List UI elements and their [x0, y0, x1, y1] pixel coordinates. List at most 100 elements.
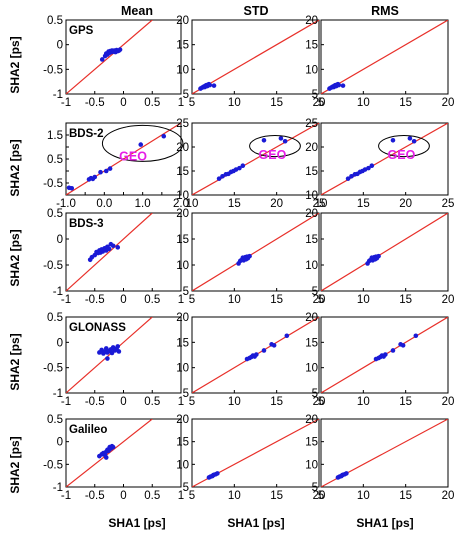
data-point — [278, 136, 284, 141]
x-tick-label: 0.5 — [144, 97, 160, 109]
data-point — [99, 57, 105, 62]
y-tick-label: 5 — [312, 388, 318, 400]
x-tick-label: 5 — [189, 396, 195, 408]
x-tick-label: 0.5 — [144, 294, 160, 306]
x-tick-label: 1.0 — [135, 198, 151, 210]
one-to-one-line — [321, 123, 448, 195]
y-tick-label: 0 — [57, 437, 63, 449]
x-tick-label: 10 — [228, 294, 241, 306]
data-point — [344, 471, 349, 476]
x-tick-label: 10 — [315, 198, 328, 210]
x-tick-label: 20 — [442, 294, 455, 306]
x-tick-label: 1 — [178, 396, 184, 408]
data-point — [161, 133, 167, 139]
data-point — [400, 343, 406, 348]
y-tick-label: 15 — [305, 166, 318, 178]
x-tick-label: 10 — [228, 396, 241, 408]
one-to-one-line — [66, 419, 153, 487]
system-label: BDS-2 — [69, 128, 104, 140]
x-tick-label: 10 — [357, 97, 370, 109]
data-point — [340, 83, 346, 88]
y-tick-label: 10 — [176, 260, 189, 272]
xlabel-col-1: SHA1 [ps] — [108, 516, 165, 530]
x-tick-label: 10 — [228, 97, 241, 109]
x-tick-label: 20 — [442, 490, 455, 502]
y-tick-label: 20 — [305, 414, 318, 426]
y-tick-label: 20 — [305, 208, 318, 220]
data-point — [99, 347, 104, 353]
y-tick-label: 10 — [176, 64, 189, 76]
ylabel-row-2: SHA2 [ps] — [8, 139, 22, 196]
data-point — [98, 169, 103, 175]
y-tick-label: 0.5 — [47, 15, 63, 27]
y-tick-label: -1 — [53, 89, 63, 101]
data-point — [211, 83, 217, 88]
y-tick-label: -0.5 — [43, 459, 63, 471]
y-tick-label: 15 — [176, 166, 189, 178]
x-tick-label: 10 — [186, 198, 199, 210]
xlabel-col-2: SHA1 [ps] — [227, 516, 284, 530]
x-tick-label: -0.5 — [85, 490, 105, 502]
one-to-one-line — [66, 20, 153, 94]
data-point — [115, 344, 121, 349]
x-tick-label: 20 — [313, 294, 326, 306]
y-tick-label: 25 — [305, 118, 318, 130]
x-tick-label: 15 — [399, 294, 412, 306]
x-tick-label: 15 — [270, 490, 283, 502]
x-tick-label: 15 — [270, 396, 283, 408]
x-tick-label: -1 — [61, 294, 71, 306]
y-tick-label: 10 — [305, 260, 318, 272]
y-tick-label: 5 — [183, 286, 189, 298]
data-point — [282, 138, 288, 144]
y-tick-label: 5 — [183, 482, 189, 494]
y-tick-label: 0 — [57, 234, 63, 246]
x-tick-label: 10 — [357, 396, 370, 408]
data-point — [271, 343, 277, 348]
y-tick-label: 15 — [305, 337, 318, 349]
y-tick-label: 15 — [176, 234, 189, 246]
geo-label: GEO — [259, 148, 287, 162]
one-to-one-line — [321, 20, 448, 94]
y-tick-label: -0.5 — [43, 363, 63, 375]
system-label: Galileo — [69, 424, 107, 436]
x-tick-label: 10 — [228, 490, 241, 502]
y-tick-label: 20 — [305, 15, 318, 27]
y-tick-label: 0.5 — [47, 154, 63, 166]
data-point — [216, 176, 222, 181]
geo-label: GEO — [388, 148, 416, 162]
y-tick-label: 15 — [176, 40, 189, 52]
y-tick-label: 5 — [183, 89, 189, 101]
data-point — [138, 142, 144, 147]
y-tick-label: 0 — [57, 40, 63, 52]
axes-box — [65, 316, 182, 394]
data-point — [345, 176, 351, 181]
x-tick-label: 20 — [442, 97, 455, 109]
x-tick-label: 15 — [399, 490, 412, 502]
x-tick-label: 25 — [442, 198, 455, 210]
data-point — [106, 246, 112, 252]
x-tick-label: -1.0 — [56, 198, 76, 210]
y-tick-label: 20 — [176, 414, 189, 426]
data-point — [284, 333, 290, 339]
y-tick-label: 10 — [176, 363, 189, 375]
x-tick-label: -1 — [61, 490, 71, 502]
ylabel-row-3: SHA2 [ps] — [8, 229, 22, 286]
x-tick-label: 20 — [442, 396, 455, 408]
y-tick-label: 10 — [176, 190, 189, 202]
x-tick-label: -0.5 — [85, 97, 105, 109]
data-point — [390, 137, 396, 143]
panel-r2-c0: -1 -0.5 0 0.5 1 -1 -0.5 0 0.5 BDS-3 — [43, 208, 184, 306]
x-tick-label: 25 — [313, 198, 326, 210]
x-tick-label: 5 — [318, 396, 324, 408]
x-tick-label: 20 — [399, 198, 412, 210]
x-tick-label: 15 — [399, 97, 412, 109]
x-tick-label: 5 — [318, 490, 324, 502]
x-tick-label: -0.5 — [85, 396, 105, 408]
data-point — [413, 333, 419, 339]
data-point — [110, 444, 116, 450]
x-tick-label: -0.5 — [85, 294, 105, 306]
y-tick-label: 1.5 — [47, 130, 63, 142]
x-tick-label: 1 — [178, 490, 184, 502]
